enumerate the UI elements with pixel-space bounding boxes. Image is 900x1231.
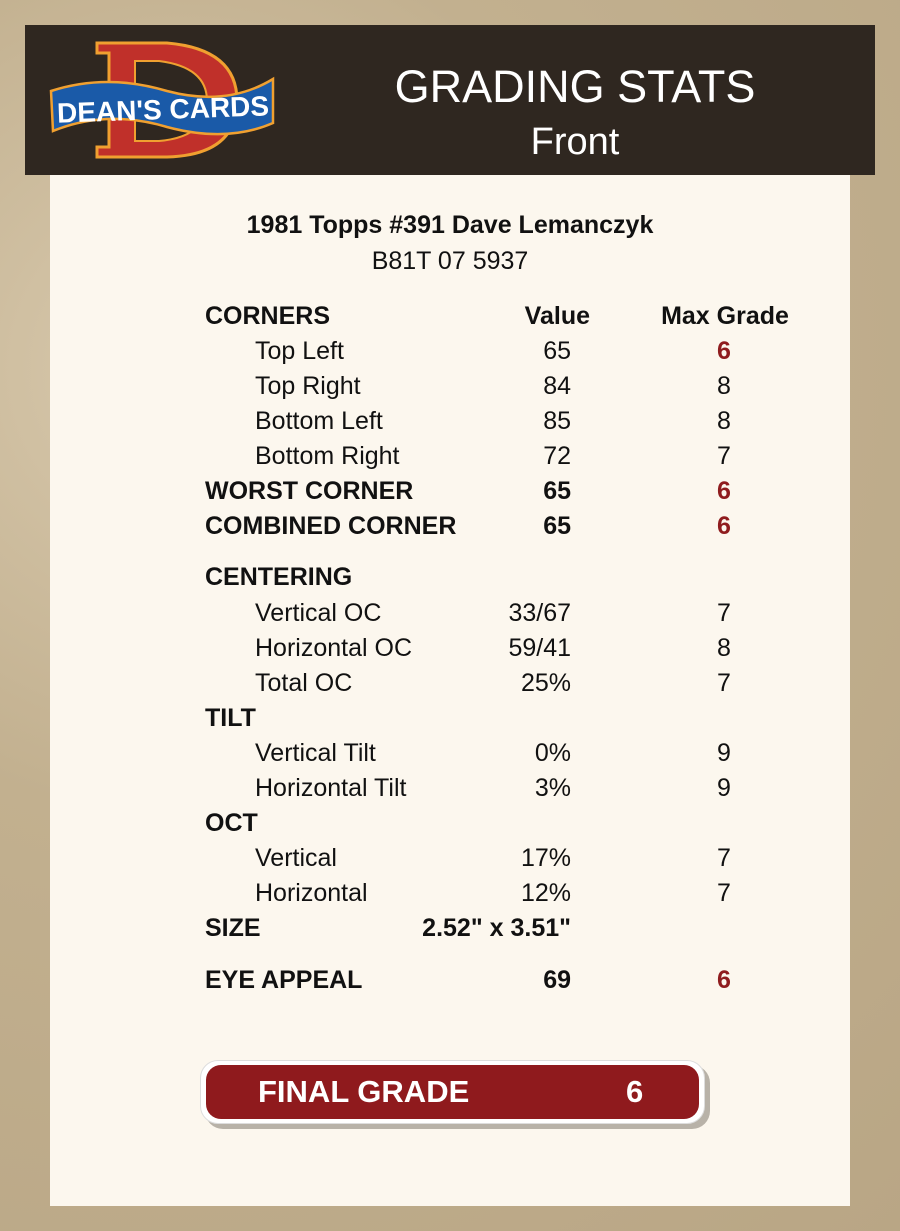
stat-max-grade: 6 [717, 512, 731, 540]
page-subtitle: Front [530, 121, 620, 163]
stat-max-grade: 7 [717, 844, 731, 872]
stat-row: Bottom Right 72 7 [50, 442, 850, 474]
stat-row: COMBINED CORNER 65 6 [50, 512, 850, 544]
stat-row: OCT [50, 809, 850, 841]
stat-label: Vertical [255, 844, 337, 872]
stats-panel: 1981 Topps #391 Dave Lemanczyk B81T 07 5… [50, 175, 850, 1206]
stat-value: 65 [543, 337, 571, 365]
stat-value: 12% [520, 879, 571, 907]
svg-text:DEAN'S CARDS: DEAN'S CARDS [57, 90, 270, 128]
stat-row: Vertical Tilt 0% 9 [50, 739, 850, 771]
stat-label: Vertical Tilt [255, 739, 376, 767]
stat-value: 33/67 [508, 599, 571, 627]
stat-row: Top Right 84 8 [50, 372, 850, 404]
stat-max-grade: 9 [717, 739, 731, 767]
stat-label: Horizontal [255, 879, 368, 907]
stat-label: Bottom Left [255, 407, 383, 435]
stat-label: Total OC [255, 669, 353, 697]
stat-label: Horizontal Tilt [255, 774, 407, 802]
stat-label: SIZE [205, 914, 261, 942]
stat-value: 69 [543, 966, 571, 994]
stat-label: TILT [205, 704, 256, 732]
stat-label: Vertical OC [255, 599, 382, 627]
stat-value: 65 [543, 512, 571, 540]
stat-row: EYE APPEAL 69 6 [50, 966, 850, 998]
stat-max-grade: 8 [717, 407, 731, 435]
deans-cards-logo: DEAN'S CARDS [49, 41, 275, 159]
stat-value: 17% [520, 844, 571, 872]
stat-row: CORNERS Value Max Grade [50, 302, 850, 334]
cert-number: B81T 07 5937 [371, 247, 529, 275]
stat-row: WORST CORNER 65 6 [50, 477, 850, 509]
stat-row: Total OC 25% 7 [50, 669, 850, 701]
header-bar: DEAN'S CARDS GRADING STATS Front [25, 25, 875, 175]
stat-row: Vertical OC 33/67 7 [50, 599, 850, 631]
stat-value: 25% [520, 669, 571, 697]
stat-max-grade: 8 [717, 372, 731, 400]
stat-row: Horizontal 12% 7 [50, 879, 850, 911]
stat-label: Top Right [255, 372, 361, 400]
stat-value: 85 [543, 407, 571, 435]
final-grade-label: FINAL GRADE [258, 1074, 470, 1109]
stat-value: Value [524, 302, 590, 330]
stat-label: EYE APPEAL [205, 966, 363, 994]
stat-value: 3% [534, 774, 571, 802]
stat-label: OCT [205, 809, 258, 837]
stat-max-grade: 7 [717, 442, 731, 470]
stat-max-grade: 7 [717, 599, 731, 627]
stat-value: 65 [543, 477, 571, 505]
stat-row: Horizontal OC 59/41 8 [50, 634, 850, 666]
stat-max-grade: 7 [717, 879, 731, 907]
stat-label: CORNERS [205, 302, 331, 330]
stat-max-grade: 6 [717, 966, 731, 994]
stat-max-grade: Max Grade [661, 302, 789, 330]
final-grade-badge: FINAL GRADE 6 [200, 1060, 705, 1124]
final-grade-value: 6 [626, 1074, 644, 1109]
stat-label: CENTERING [205, 563, 353, 591]
stat-value: 2.52" x 3.51" [422, 914, 571, 942]
stat-value: 84 [543, 372, 571, 400]
card-name: 1981 Topps #391 Dave Lemanczyk [246, 211, 654, 239]
stat-label: WORST CORNER [205, 477, 414, 505]
stat-max-grade: 9 [717, 774, 731, 802]
stat-value: 72 [543, 442, 571, 470]
stat-row: Bottom Left 85 8 [50, 407, 850, 439]
page-title: GRADING STATS [394, 61, 756, 112]
stat-label: Top Left [255, 337, 344, 365]
stat-row: TILT [50, 704, 850, 736]
stat-value: 0% [534, 739, 571, 767]
stat-row: Vertical 17% 7 [50, 844, 850, 876]
stat-max-grade: 7 [717, 669, 731, 697]
stat-row: Horizontal Tilt 3% 9 [50, 774, 850, 806]
final-grade-bar: FINAL GRADE 6 [206, 1065, 699, 1119]
stat-max-grade: 8 [717, 634, 731, 662]
stat-row: CENTERING [50, 563, 850, 595]
stat-value: 59/41 [508, 634, 571, 662]
stat-label: Bottom Right [255, 442, 400, 470]
stat-max-grade: 6 [717, 477, 731, 505]
stat-max-grade: 6 [717, 337, 731, 365]
stat-row: Top Left 65 6 [50, 337, 850, 369]
stat-label: COMBINED CORNER [205, 512, 457, 540]
stat-label: Horizontal OC [255, 634, 412, 662]
stat-row: SIZE 2.52" x 3.51" [50, 914, 850, 946]
